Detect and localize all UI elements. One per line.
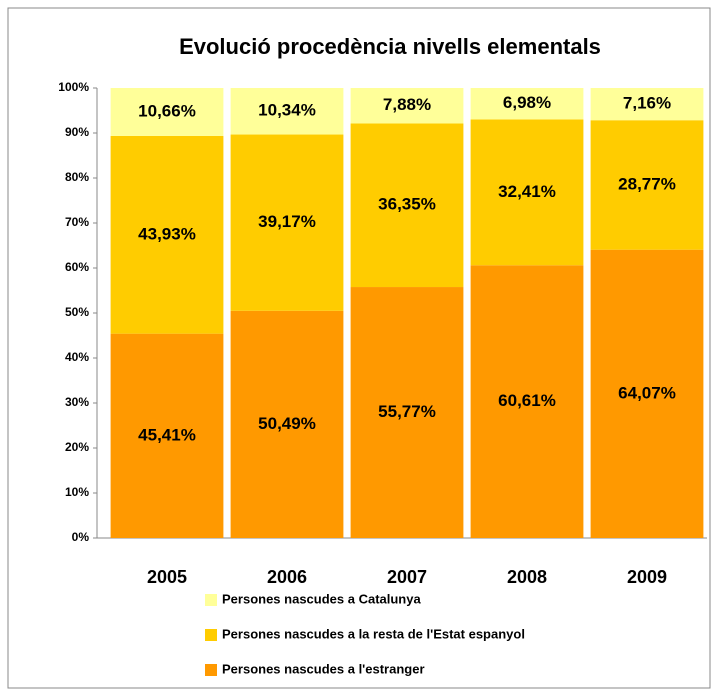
x-tick-label: 2005 [147,567,187,587]
y-tick-label: 70% [65,215,89,229]
legend-swatch [205,664,217,676]
x-tick-label: 2009 [627,567,667,587]
legend-label: Persones nascudes a l'estranger [222,661,425,676]
y-tick-label: 0% [72,530,90,544]
bar-segment [110,88,224,136]
value-label: 45,41% [138,425,196,444]
y-tick-label: 10% [65,485,89,499]
y-tick-label: 90% [65,125,89,139]
value-label: 64,07% [618,383,676,402]
chart-title: Evolució procedència nivells elementals [179,34,601,59]
value-label: 50,49% [258,414,316,433]
bar-segment [110,333,224,538]
legend-label: Persones nascudes a la resta de l'Estat … [222,626,525,641]
legend-swatch [205,629,217,641]
x-tick-label: 2007 [387,567,427,587]
bar-segment [470,119,584,266]
x-tick-label: 2008 [507,567,547,587]
value-label: 60,61% [498,391,556,410]
bar-segment [230,310,344,538]
bar-segment [230,134,344,311]
value-label: 10,66% [138,101,196,120]
bar-segment [110,135,224,334]
y-tick-label: 40% [65,350,89,364]
bar-segment [590,88,704,121]
y-tick-label: 30% [65,395,89,409]
bar-segment [230,88,344,135]
y-tick-label: 20% [65,440,89,454]
legend-label: Persones nascudes a Catalunya [222,591,421,606]
value-label: 32,41% [498,182,556,201]
y-tick-label: 80% [65,170,89,184]
bar-segment [350,123,464,288]
value-label: 55,77% [378,402,436,421]
value-label: 6,98% [503,93,551,112]
value-label: 10,34% [258,101,316,120]
x-tick-label: 2006 [267,567,307,587]
value-label: 28,77% [618,174,676,193]
bar-segment [350,287,464,538]
value-label: 7,16% [623,94,671,113]
y-tick-label: 60% [65,260,89,274]
bar-segment [350,88,464,124]
y-tick-label: 50% [65,305,89,319]
bar-segment [470,265,584,538]
value-label: 36,35% [378,195,436,214]
bar-segment [470,88,584,120]
legend-swatch [205,594,217,606]
value-label: 7,88% [383,95,431,114]
value-label: 39,17% [258,212,316,231]
y-tick-label: 100% [58,80,89,94]
bar-segment [590,120,704,250]
value-label: 43,93% [138,224,196,243]
bar-segment [590,249,704,538]
